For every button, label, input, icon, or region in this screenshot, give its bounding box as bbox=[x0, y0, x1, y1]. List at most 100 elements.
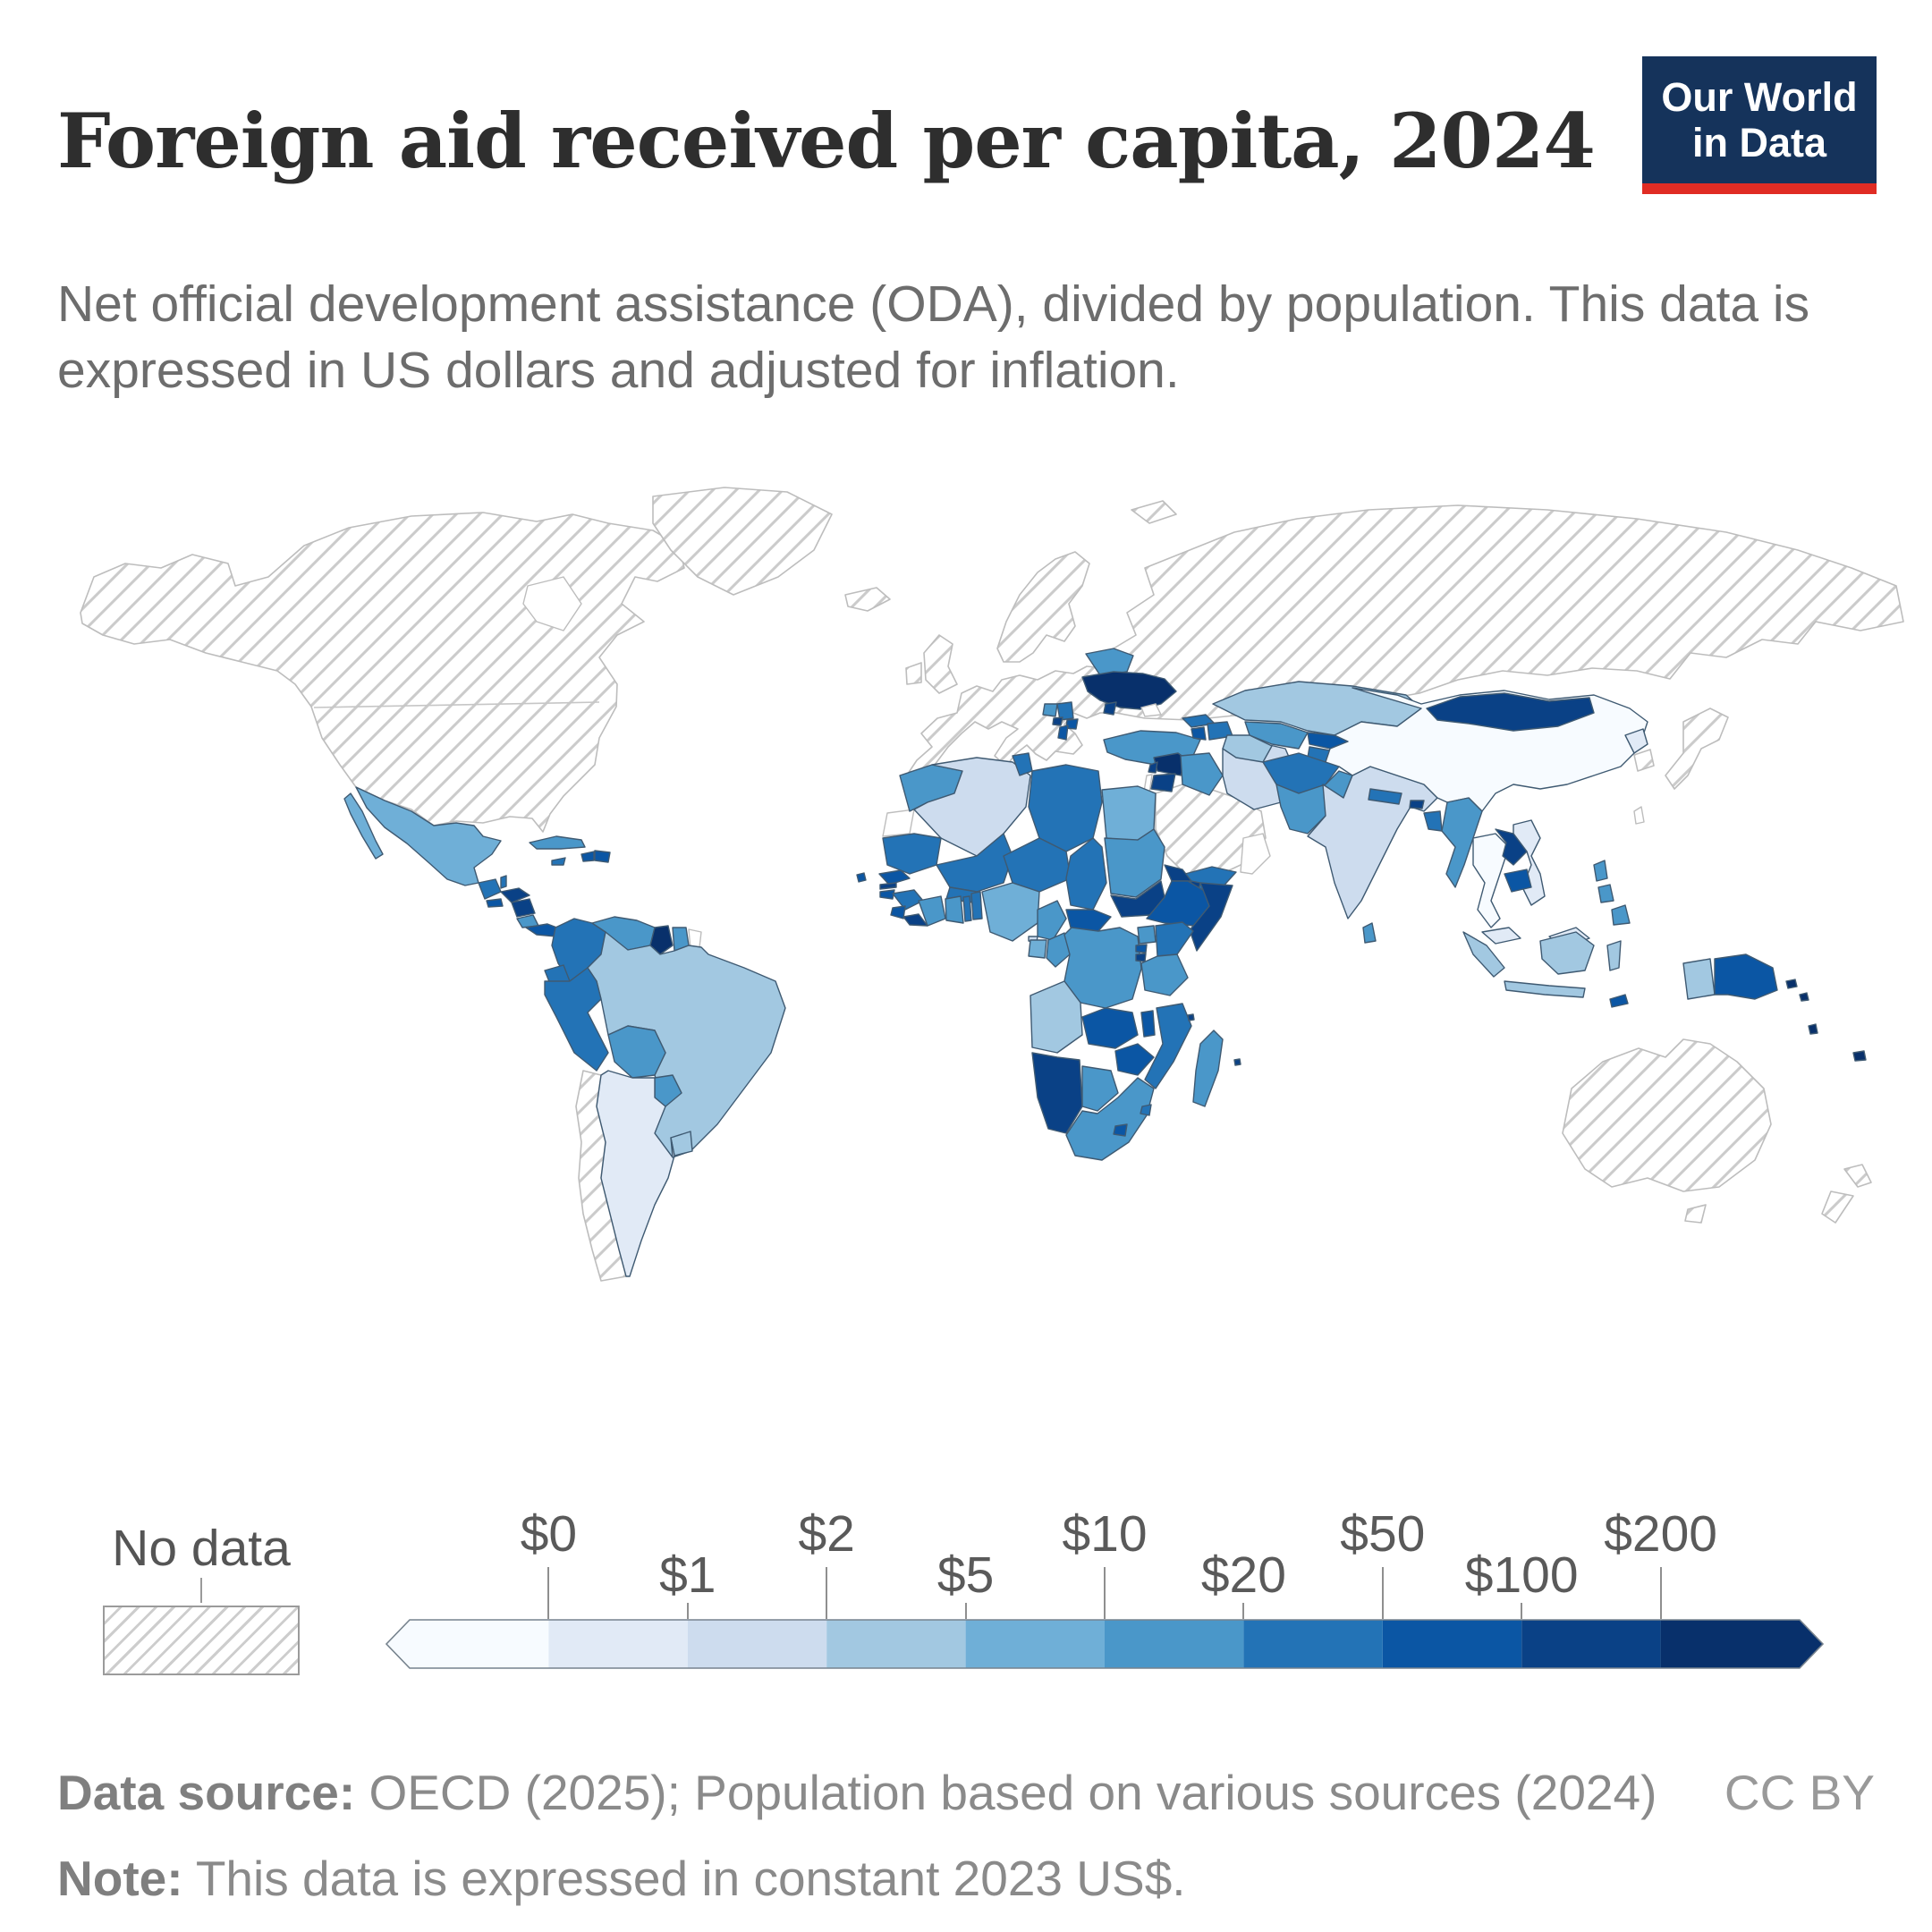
country-namibia[interactable] bbox=[1031, 1052, 1083, 1134]
legend-band[interactable] bbox=[548, 1620, 688, 1668]
country-united-kingdom[interactable] bbox=[923, 634, 958, 694]
country-lebanon[interactable] bbox=[1148, 761, 1158, 774]
country-haiti[interactable] bbox=[580, 851, 595, 862]
legend-color-bar[interactable] bbox=[385, 1619, 1825, 1669]
country-ukraine[interactable] bbox=[1081, 671, 1177, 710]
country-tanzania[interactable] bbox=[1140, 953, 1189, 996]
country-mongolia[interactable] bbox=[1426, 692, 1595, 732]
country-armenia[interactable] bbox=[1191, 726, 1207, 741]
legend-band[interactable] bbox=[1521, 1620, 1661, 1668]
country-argentina[interactable] bbox=[596, 1070, 675, 1277]
country-cameroon[interactable] bbox=[1037, 900, 1067, 941]
country-philippines-luzon[interactable] bbox=[1593, 860, 1608, 882]
country-brazil[interactable] bbox=[587, 931, 786, 1158]
country-kenya[interactable] bbox=[1155, 921, 1194, 957]
legend-band[interactable] bbox=[687, 1620, 827, 1668]
country-greenland[interactable] bbox=[652, 487, 833, 596]
country-guyana[interactable] bbox=[649, 925, 674, 955]
country-serbia[interactable] bbox=[1056, 701, 1074, 721]
country-comoros[interactable] bbox=[1187, 1013, 1195, 1021]
country-dr-congo[interactable] bbox=[1063, 927, 1142, 1009]
region-crimea[interactable] bbox=[1140, 703, 1163, 717]
legend-band[interactable] bbox=[965, 1620, 1105, 1668]
country-north-korea[interactable] bbox=[1624, 728, 1648, 754]
country-ireland[interactable] bbox=[905, 662, 922, 685]
country-svalbard[interactable] bbox=[1131, 500, 1177, 524]
country-mozambique[interactable] bbox=[1144, 1003, 1192, 1089]
country-new-zealand-south[interactable] bbox=[1821, 1191, 1854, 1224]
legend-band[interactable] bbox=[826, 1620, 966, 1668]
country-tasmania[interactable] bbox=[1684, 1204, 1707, 1224]
country-ghana[interactable] bbox=[945, 895, 964, 924]
country-philippines-visayas[interactable] bbox=[1597, 884, 1614, 903]
country-western-sahara[interactable] bbox=[882, 809, 915, 837]
country-indonesia-papua[interactable] bbox=[1682, 958, 1716, 1000]
country-thailand[interactable] bbox=[1472, 833, 1510, 928]
license-link[interactable]: CC BY bbox=[1724, 1765, 1875, 1820]
region-western-europe[interactable] bbox=[907, 664, 1137, 794]
legend-band[interactable] bbox=[386, 1620, 549, 1668]
country-honduras[interactable] bbox=[500, 887, 530, 903]
country-solomon-islands[interactable] bbox=[1785, 979, 1809, 1002]
country-zambia[interactable] bbox=[1081, 1007, 1139, 1049]
country-mauritania[interactable] bbox=[882, 833, 942, 875]
country-japan[interactable] bbox=[1665, 708, 1729, 790]
country-indonesia-java[interactable] bbox=[1504, 980, 1586, 998]
country-indonesia-borneo[interactable] bbox=[1539, 931, 1595, 975]
country-albania[interactable] bbox=[1057, 724, 1069, 741]
country-jamaica[interactable] bbox=[551, 857, 566, 866]
country-vanuatu[interactable] bbox=[1808, 1023, 1818, 1035]
country-senegal[interactable] bbox=[878, 869, 911, 886]
country-eswatini[interactable] bbox=[1140, 1104, 1152, 1116]
country-gabon[interactable] bbox=[1028, 939, 1047, 959]
country-bosnia[interactable] bbox=[1042, 703, 1058, 717]
country-peru[interactable] bbox=[544, 967, 609, 1072]
country-cape-verde[interactable] bbox=[856, 872, 867, 883]
country-oman[interactable] bbox=[1240, 833, 1271, 875]
country-south-africa[interactable] bbox=[1065, 1077, 1155, 1161]
country-bangladesh[interactable] bbox=[1423, 810, 1443, 832]
country-malaysia[interactable] bbox=[1481, 927, 1521, 945]
country-moldova[interactable] bbox=[1103, 701, 1117, 716]
country-dominican-republic[interactable] bbox=[594, 850, 611, 863]
country-el-salvador[interactable] bbox=[486, 898, 504, 908]
country-benin[interactable] bbox=[970, 891, 983, 920]
country-belarus[interactable] bbox=[1085, 648, 1134, 676]
country-botswana[interactable] bbox=[1081, 1065, 1119, 1112]
country-belize[interactable] bbox=[500, 875, 507, 889]
legend-band[interactable] bbox=[1243, 1620, 1383, 1668]
country-myanmar[interactable] bbox=[1441, 797, 1483, 888]
country-canada-usa-alaska[interactable] bbox=[80, 512, 685, 833]
country-gambia[interactable] bbox=[879, 882, 897, 890]
country-burundi[interactable] bbox=[1135, 953, 1147, 962]
country-russia[interactable] bbox=[1099, 504, 1904, 721]
country-iceland[interactable] bbox=[844, 587, 891, 612]
country-nicaragua[interactable] bbox=[511, 898, 536, 918]
country-nigeria[interactable] bbox=[981, 882, 1040, 942]
country-nepal[interactable] bbox=[1368, 788, 1402, 805]
country-chad[interactable] bbox=[1065, 837, 1107, 911]
country-sri-lanka[interactable] bbox=[1362, 922, 1377, 944]
country-laos[interactable] bbox=[1495, 828, 1528, 866]
country-australia[interactable] bbox=[1562, 1038, 1772, 1192]
country-montenegro[interactable] bbox=[1052, 716, 1063, 726]
country-guatemala[interactable] bbox=[478, 878, 502, 900]
country-cote-divoire[interactable] bbox=[918, 895, 946, 927]
legend-band[interactable] bbox=[1105, 1620, 1244, 1668]
country-indonesia-sulawesi[interactable] bbox=[1606, 940, 1622, 971]
country-rwanda[interactable] bbox=[1135, 944, 1148, 953]
owid-logo[interactable]: Our World in Data bbox=[1642, 56, 1877, 194]
country-fiji[interactable] bbox=[1852, 1050, 1867, 1062]
country-bolivia[interactable] bbox=[607, 1025, 666, 1079]
country-indonesia-sumatra[interactable] bbox=[1462, 931, 1505, 978]
country-taiwan[interactable] bbox=[1633, 806, 1645, 825]
country-philippines-mindanao[interactable] bbox=[1611, 904, 1631, 926]
country-angola[interactable] bbox=[1030, 980, 1083, 1054]
country-togo[interactable] bbox=[962, 895, 972, 922]
country-mauritius[interactable] bbox=[1233, 1058, 1241, 1066]
country-vietnam[interactable] bbox=[1513, 819, 1546, 906]
country-congo[interactable] bbox=[1046, 932, 1071, 968]
country-cuba[interactable] bbox=[529, 835, 586, 850]
country-mexico-baja[interactable] bbox=[343, 792, 384, 860]
country-uganda[interactable] bbox=[1137, 925, 1157, 945]
